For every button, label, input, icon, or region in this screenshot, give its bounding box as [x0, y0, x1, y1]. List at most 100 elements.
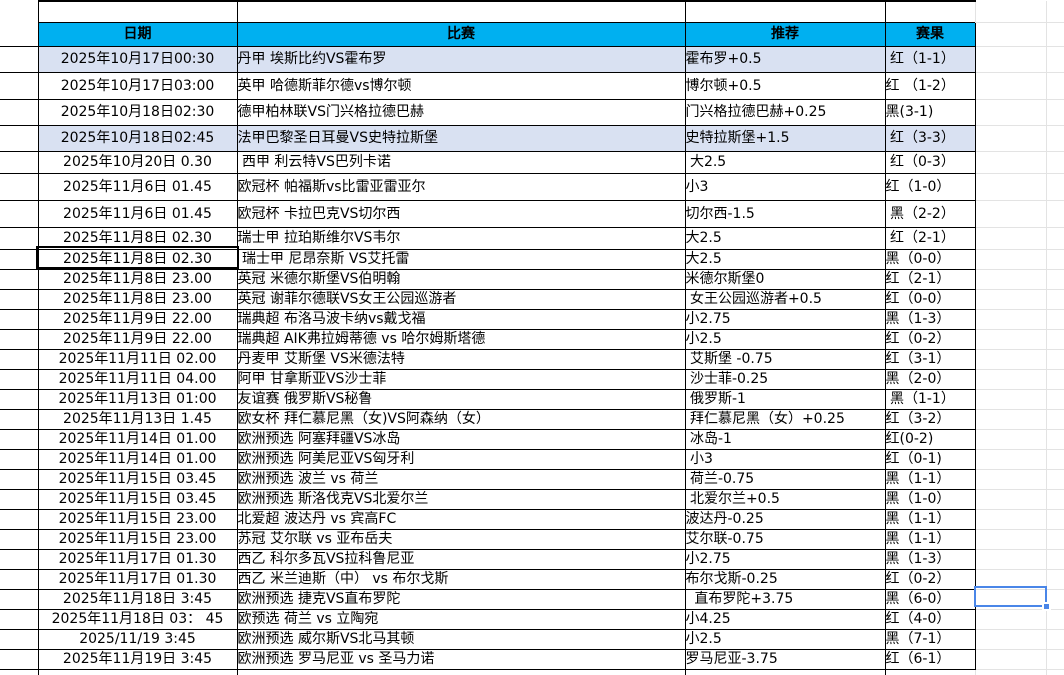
pick-cell[interactable]: 米德尔斯堡0	[684, 268, 886, 290]
empty-cell[interactable]	[975, 429, 1047, 450]
date-cell[interactable]: 2025年11月6日 01.45	[37, 172, 238, 201]
pick-cell[interactable]: 俄罗斯-1	[684, 388, 886, 410]
date-cell[interactable]: 2025年11月14日 01.00	[37, 428, 238, 450]
empty-cell[interactable]	[1046, 309, 1064, 330]
empty-cell[interactable]	[975, 489, 1047, 510]
date-cell[interactable]: 2025年11月8日 02.30	[37, 248, 238, 270]
date-cell[interactable]: 2025年11月15日 03.45	[37, 468, 238, 490]
row-header-cell[interactable]	[0, 669, 39, 675]
row-header-cell[interactable]	[0, 249, 39, 270]
pick-cell[interactable]: 荷兰-0.75	[684, 468, 886, 490]
fill-handle[interactable]	[1042, 602, 1051, 611]
date-cell[interactable]: 2025年11月11日 02.00	[37, 348, 238, 370]
row-header-cell[interactable]	[0, 649, 39, 670]
result-cell[interactable]: 红（4-0）	[884, 608, 976, 630]
row-header-cell[interactable]	[0, 125, 39, 152]
row-header-cell[interactable]	[0, 99, 39, 126]
row-header-cell[interactable]	[0, 22, 39, 47]
match-cell[interactable]: 瑞士甲 拉珀斯维尔VS韦尔	[236, 226, 686, 250]
pick-cell[interactable]: 女王公园巡游者+0.5	[684, 288, 886, 310]
header-cell-date[interactable]: 日期	[37, 21, 238, 47]
empty-cell[interactable]	[975, 409, 1047, 430]
empty-cell[interactable]	[1046, 369, 1064, 390]
result-cell[interactable]: 红（0-0）	[884, 288, 976, 310]
date-cell[interactable]: 2025年11月13日 01:00	[37, 388, 238, 410]
pick-cell[interactable]: 门兴格拉德巴赫+0.25	[684, 98, 886, 126]
empty-cell[interactable]	[1046, 200, 1064, 228]
date-cell[interactable]: 2025年11月8日 23.00	[37, 288, 238, 310]
empty-cell[interactable]	[975, 22, 1047, 47]
match-cell[interactable]: 丹甲 埃斯比约VS霍布罗	[236, 45, 686, 73]
header-cell-match[interactable]: 比赛	[236, 21, 686, 47]
empty-cell[interactable]	[975, 289, 1047, 310]
match-cell[interactable]: 阿甲 甘拿斯亚VS沙士菲	[236, 368, 686, 390]
empty-cell[interactable]	[975, 629, 1047, 650]
match-cell[interactable]: 欧洲预选 罗马尼亚 vs 圣马力诺	[236, 648, 686, 670]
empty-cell[interactable]	[1046, 609, 1064, 630]
empty-cell[interactable]	[975, 151, 1047, 174]
date-cell[interactable]: 2025年11月9日 22.00	[37, 328, 238, 350]
pick-cell[interactable]: 罗马尼亚-3.75	[684, 648, 886, 670]
row-header-cell[interactable]	[0, 629, 39, 650]
date-cell[interactable]: 2025年11月9日 22.00	[37, 308, 238, 330]
date-cell[interactable]: 2025年11月18日 03： 45	[37, 608, 238, 630]
empty-cell[interactable]	[975, 125, 1047, 152]
match-cell[interactable]: 欧洲预选 捷克VS直布罗陀	[236, 588, 686, 610]
empty-cell[interactable]	[1046, 389, 1064, 410]
empty-cell[interactable]	[37, 0, 238, 22]
row-header-cell[interactable]	[0, 329, 39, 350]
pick-cell[interactable]: 小2.5	[684, 628, 886, 650]
empty-cell[interactable]	[1046, 72, 1064, 100]
empty-cell[interactable]	[1046, 22, 1064, 47]
match-cell[interactable]: 丹麦甲 艾斯堡 VS米德法特	[236, 348, 686, 370]
match-cell[interactable]: 西乙 科尔多瓦VS拉科鲁尼亚	[236, 548, 686, 570]
row-header-cell[interactable]	[0, 529, 39, 550]
row-header-cell[interactable]	[0, 269, 39, 290]
row-header-cell[interactable]	[0, 349, 39, 370]
empty-cell[interactable]	[1046, 649, 1064, 670]
result-cell[interactable]: 红（1-0）	[884, 172, 976, 201]
date-cell[interactable]: 2025年11月14日 01.00	[37, 448, 238, 470]
empty-cell[interactable]	[1046, 329, 1064, 350]
empty-cell[interactable]	[1046, 489, 1064, 510]
empty-cell[interactable]	[1046, 46, 1064, 73]
empty-cell[interactable]	[975, 549, 1047, 570]
row-header-cell[interactable]	[0, 569, 39, 590]
empty-cell[interactable]	[684, 0, 886, 22]
empty-cell[interactable]	[975, 173, 1047, 201]
pick-cell[interactable]: 大2.5	[684, 226, 886, 250]
pick-cell[interactable]: 沙士菲-0.25	[684, 368, 886, 390]
row-header-cell[interactable]	[0, 309, 39, 330]
match-cell[interactable]: 西甲 利云特VS巴列卡诺	[236, 150, 686, 174]
empty-cell[interactable]	[1046, 173, 1064, 201]
date-cell[interactable]: 2025年11月15日 03.45	[37, 488, 238, 510]
row-header-cell[interactable]	[0, 429, 39, 450]
result-cell[interactable]: 黑（2-0）	[884, 368, 976, 390]
result-cell[interactable]: 红（6-1）	[884, 648, 976, 670]
row-header-cell[interactable]	[0, 289, 39, 310]
row-header-cell[interactable]	[0, 549, 39, 570]
header-cell-pick[interactable]: 推荐	[684, 21, 886, 47]
empty-cell[interactable]	[975, 649, 1047, 670]
empty-cell[interactable]	[1046, 429, 1064, 450]
empty-cell[interactable]	[1046, 449, 1064, 470]
empty-cell[interactable]	[975, 609, 1047, 630]
match-cell[interactable]: 欧女杯 拜仁慕尼黑（女)VS阿森纳（女）	[236, 408, 686, 430]
pick-cell[interactable]: 霍布罗+0.5	[684, 45, 886, 73]
date-cell[interactable]: 2025年10月18日02:30	[37, 98, 238, 126]
pick-cell[interactable]: 小3	[684, 448, 886, 470]
result-cell[interactable]: 黑（1-1）	[884, 388, 976, 410]
date-cell[interactable]: 2025年10月18日02:45	[37, 124, 238, 152]
match-cell[interactable]: 欧洲预选 阿塞拜疆VS冰岛	[236, 428, 686, 450]
pick-cell[interactable]: 小3	[684, 172, 886, 201]
result-cell[interactable]: 红（3-1）	[884, 348, 976, 370]
result-cell[interactable]: 黑（1-3）	[884, 308, 976, 330]
empty-cell[interactable]	[1046, 469, 1064, 490]
row-header-cell[interactable]	[0, 589, 39, 610]
row-header-cell[interactable]	[0, 609, 39, 630]
date-cell[interactable]: 2025年11月8日 23.00	[37, 268, 238, 290]
empty-cell[interactable]	[236, 0, 686, 22]
result-cell[interactable]: 红（3-2）	[884, 408, 976, 430]
empty-cell[interactable]	[975, 1, 1047, 23]
pick-cell[interactable]: 波达丹-0.25	[684, 508, 886, 530]
